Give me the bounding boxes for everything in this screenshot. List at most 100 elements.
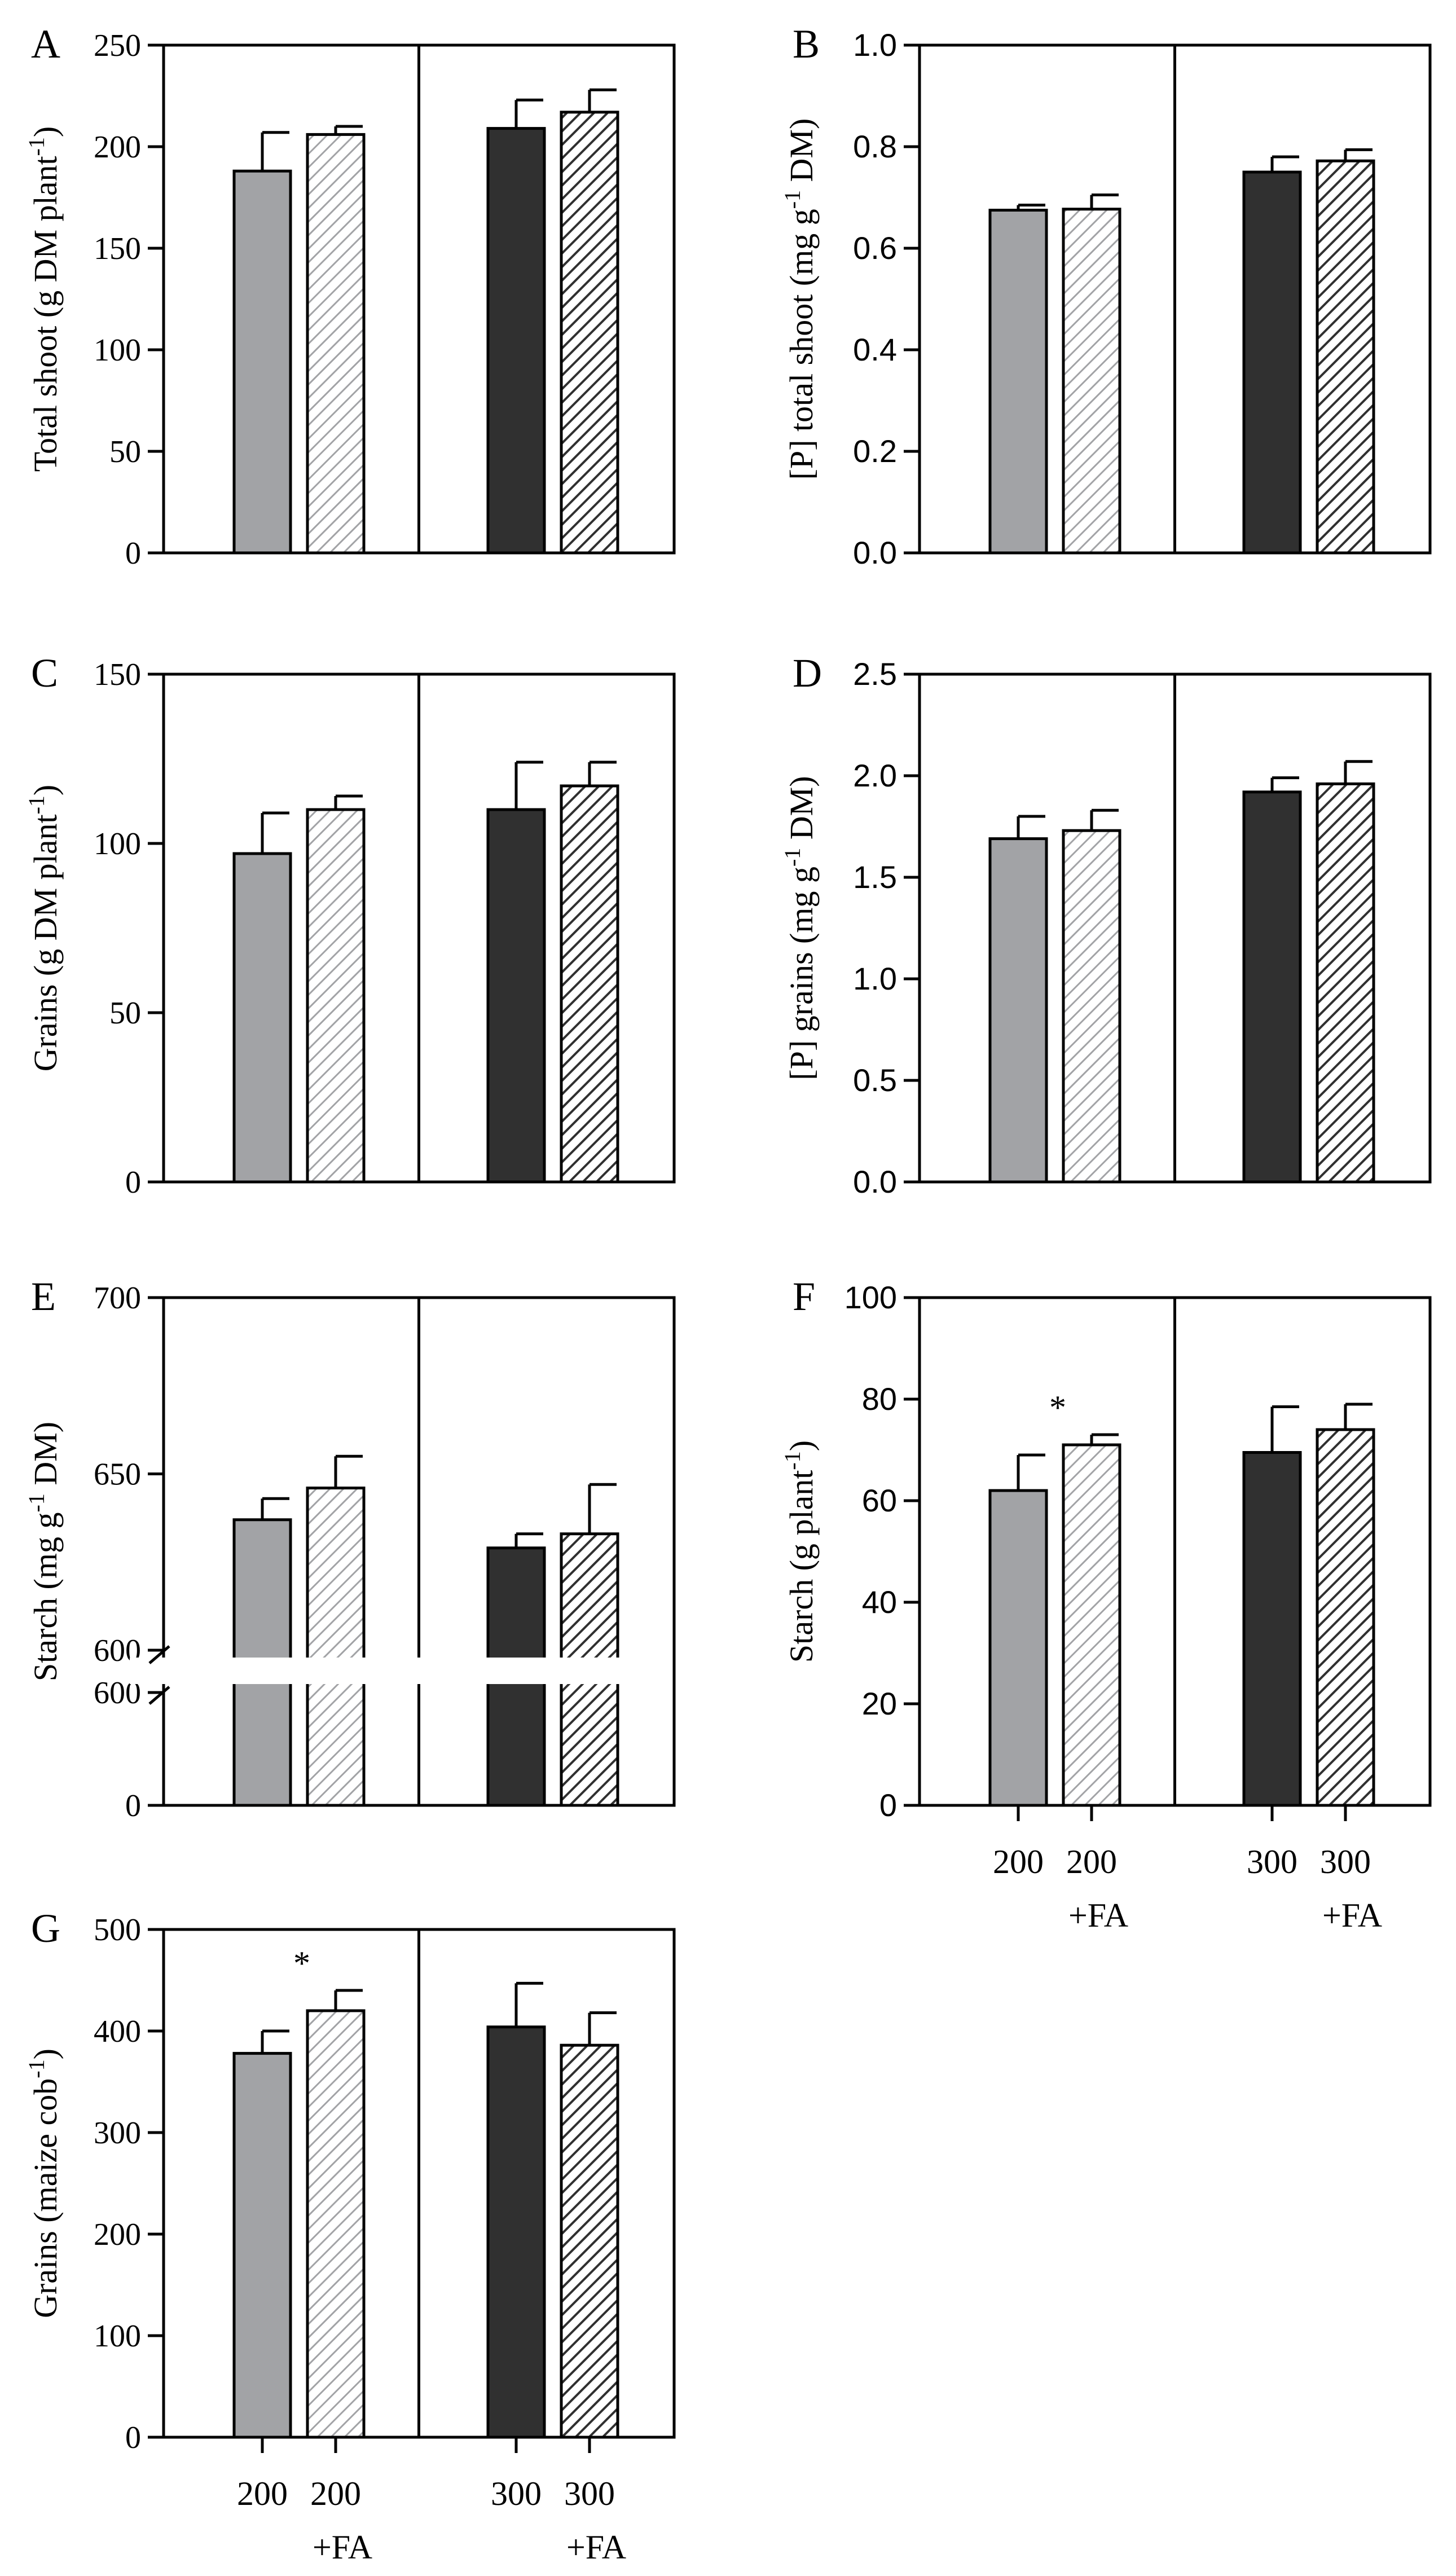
y-tick-label-B: 0.2	[853, 433, 897, 469]
x-tick-sublabel-F-1: +FA	[1068, 1897, 1128, 1934]
panel-A: A 0 50 100 150 200 250 Total shoot (g DM plant-…	[24, 21, 676, 571]
bar-D-3	[1316, 782, 1375, 1184]
panel-letter-D: D	[793, 650, 822, 696]
bar-C-1	[306, 808, 366, 1184]
bar-A-2	[486, 127, 546, 555]
ylabel-D: [P] grains (mg g-1 DM)	[780, 776, 820, 1080]
y-tick-label-B: 0.4	[853, 332, 897, 367]
y-tick-label-E: 650	[94, 1457, 141, 1492]
panel-D: D 0.0 0.5 1.0 1.5 2.0 2.5 [P] grains (mg g-1 DM…	[780, 650, 1432, 1199]
x-tick-label-F-2: 300	[1247, 1843, 1297, 1880]
axis-break-mark-upper	[148, 1645, 170, 1664]
bar-A-1	[306, 133, 366, 555]
x-tick-sublabel-G-3: +FA	[566, 2529, 626, 2566]
bar-F-0	[988, 1489, 1048, 1807]
bar-B-1	[1062, 208, 1121, 555]
ylabel-E: Starch (mg g-1 DM)	[24, 1422, 64, 1681]
y-tick-label-G: 0	[125, 2420, 141, 2455]
y-tick-label-A: 0	[125, 536, 141, 571]
bar-B-0	[988, 209, 1048, 555]
bar-G-1	[306, 2009, 366, 2439]
panel-letter-E: E	[31, 1274, 56, 1319]
y-tick-label-A: 50	[109, 434, 141, 469]
ylabel-A: Total shoot (g DM plant-1)	[24, 126, 64, 472]
y-tick-label-B: 0.6	[853, 230, 897, 266]
y-tick-label-D: 0.0	[853, 1164, 897, 1199]
panel-letter-A: A	[31, 21, 60, 67]
ylabel-F: Starch (g plant-1)	[780, 1440, 820, 1663]
bar-G-0	[232, 2052, 292, 2439]
bar-A-3	[560, 111, 619, 555]
panel-letter-C: C	[31, 650, 58, 696]
y-tick-label-D: 2.0	[853, 758, 897, 793]
y-tick-label-B: 0.8	[853, 129, 897, 164]
bar-D-0	[988, 837, 1048, 1184]
bar-B-3	[1316, 159, 1375, 555]
ylabel-G: Grains (maize cob-1)	[24, 2049, 64, 2318]
y-tick-label-F: 80	[862, 1381, 897, 1417]
x-tick-sublabel-G-1: +FA	[313, 2529, 372, 2566]
bar-C-2	[486, 808, 546, 1184]
panel-F: F 0 20 40 60 80 100 Starch (g plant-1) * 200 200 +F…	[780, 1274, 1432, 1934]
x-tick-label-G-1: 200	[310, 2475, 361, 2512]
axis-break-gap-right	[464, 1658, 650, 1684]
y-tick-label-A: 150	[94, 231, 141, 266]
y-tick-label-G: 300	[94, 2116, 141, 2151]
bar-G-2	[486, 2025, 546, 2439]
y-tick-label-C: 150	[94, 657, 141, 692]
panel-letter-B: B	[793, 21, 820, 67]
y-tick-label-D: 2.5	[853, 656, 897, 692]
y-tick-label-F: 100	[844, 1280, 897, 1315]
bar-C-3	[560, 784, 619, 1184]
axis-break-mark-lower	[148, 1686, 170, 1705]
y-tick-label-D: 0.5	[853, 1062, 897, 1098]
y-tick-label-F: 40	[862, 1584, 897, 1620]
x-tick-sublabel-F-3: +FA	[1322, 1897, 1382, 1934]
bar-A-0	[232, 169, 292, 555]
y-tick-label-B: 1.0	[853, 27, 897, 63]
panel-letter-F: F	[793, 1274, 815, 1319]
significance-marker-F: *	[1049, 1389, 1066, 1426]
y-tick-label-F: 60	[862, 1483, 897, 1518]
y-tick-label-A: 200	[94, 130, 141, 165]
bar-D-1	[1062, 829, 1121, 1184]
ylabel-B: [P] total shoot (mg g-1 DM)	[780, 118, 820, 480]
y-tick-label-G: 200	[94, 2217, 141, 2252]
y-tick-label-F: 20	[862, 1686, 897, 1721]
significance-marker-G: *	[293, 1945, 310, 1982]
x-tick-label-F-0: 200	[993, 1843, 1044, 1880]
y-tick-label-C: 50	[109, 996, 141, 1031]
panel-letter-G: G	[31, 1906, 60, 1951]
y-tick-label-D: 1.0	[853, 961, 897, 996]
y-tick-label-G: 500	[94, 1913, 141, 1948]
x-tick-label-G-0: 200	[237, 2475, 288, 2512]
bar-B-2	[1242, 170, 1302, 555]
y-tick-label-B: 0.0	[853, 535, 897, 570]
y-tick-label-G: 100	[94, 2319, 141, 2354]
x-tick-label-G-2: 300	[491, 2475, 542, 2512]
axis-break-gap-left	[130, 1658, 502, 1684]
bar-G-3	[560, 2043, 619, 2439]
bar-F-3	[1316, 1428, 1375, 1807]
y-tick-label-C: 0	[125, 1165, 141, 1200]
panel-C: C 0 50 100 150 Grains (g DM plant-1)	[24, 650, 676, 1200]
x-tick-label-F-3: 300	[1320, 1843, 1371, 1880]
y-tick-label-E: 700	[94, 1281, 141, 1316]
y-tick-label-A: 250	[94, 28, 141, 63]
x-tick-label-G-3: 300	[564, 2475, 615, 2512]
bar-C-0	[232, 852, 292, 1184]
panel-G: G 0 100 200 300 400 500 Grains (maize cob-1) * 20…	[24, 1906, 676, 2566]
ylabel-C: Grains (g DM plant-1)	[24, 785, 64, 1072]
bar-F-2	[1242, 1451, 1302, 1807]
y-tick-label-G: 400	[94, 2014, 141, 2049]
x-tick-label-F-1: 200	[1066, 1843, 1117, 1880]
y-tick-label-E: 0	[125, 1788, 141, 1823]
y-tick-label-F: 0	[879, 1787, 897, 1823]
panel-B: B 0.0 0.2 0.4 0.6 0.8 1.0 [P] total shoot (mg g…	[780, 21, 1432, 570]
y-tick-label-D: 1.5	[853, 859, 897, 895]
bar-D-2	[1242, 790, 1302, 1184]
y-tick-label-C: 100	[94, 827, 141, 861]
y-tick-label-A: 100	[94, 333, 141, 368]
